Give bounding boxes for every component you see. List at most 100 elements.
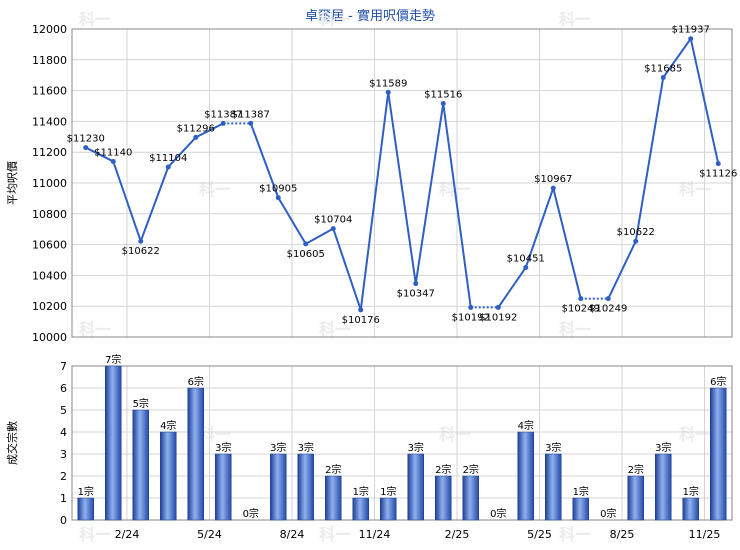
bar-label: 0宗 (600, 507, 616, 520)
point-label: $10192 (452, 312, 490, 323)
y-tick-label: 10800 (32, 208, 67, 221)
watermark-glyph: 科一 (319, 525, 351, 544)
y-tick-label: 0 (60, 514, 67, 527)
line-point (605, 296, 611, 302)
watermark-glyph: 科一 (679, 180, 711, 199)
bar-label: 1宗 (78, 485, 94, 498)
line-point (385, 89, 391, 95)
bar-label: 3宗 (655, 441, 671, 454)
bar-label: 5宗 (133, 397, 149, 410)
bar-label: 7宗 (105, 353, 121, 366)
line-point (523, 265, 529, 271)
line-segment (112, 161, 142, 242)
y-tick-label: 10400 (32, 269, 67, 282)
bar-label: 4宗 (160, 419, 176, 432)
watermark-glyph: 科一 (559, 525, 591, 544)
bar (655, 453, 672, 521)
bar (270, 453, 287, 521)
line-segment (277, 197, 307, 245)
line-segment (167, 136, 197, 168)
bar (77, 497, 94, 521)
bar-label: 1宗 (683, 485, 699, 498)
bar-label: 3宗 (298, 441, 314, 454)
bar-label: 3宗 (215, 441, 231, 454)
line-point (193, 134, 199, 140)
x-tick-label: 2/25 (445, 528, 470, 541)
y-tick-label: 11600 (32, 85, 67, 98)
line-point (165, 164, 171, 170)
point-label: $10967 (534, 174, 572, 185)
point-label: $11937 (672, 25, 710, 36)
line-point (138, 238, 144, 244)
y-tick-label: 11400 (32, 115, 67, 128)
watermark-glyph: 科一 (319, 320, 351, 339)
bar-label: 2宗 (628, 463, 644, 476)
bar-label: 2宗 (463, 463, 479, 476)
line-segment (524, 187, 555, 268)
point-label: $11296 (177, 123, 215, 134)
bar-label: 3宗 (408, 441, 424, 454)
line-point (715, 161, 721, 167)
bar (407, 453, 424, 521)
line-point (330, 226, 336, 232)
y-tick-label: 10600 (32, 239, 67, 252)
x-tick-label: 5/25 (527, 528, 552, 541)
line-point (688, 36, 694, 42)
line-segment (634, 77, 665, 242)
x-tick-label: 11/24 (359, 528, 391, 541)
line-point (578, 296, 584, 302)
bar-label: 0宗 (490, 507, 506, 520)
y-tick-label: 12000 (32, 23, 67, 36)
y-tick-label: 5 (60, 404, 67, 417)
bar (132, 409, 149, 521)
y-tick-label: 2 (60, 470, 67, 483)
bar (627, 475, 644, 521)
point-label: $10622 (617, 227, 655, 238)
bar-label: 2宗 (435, 463, 451, 476)
point-label: $10192 (479, 312, 517, 323)
line-point (220, 120, 226, 126)
point-label: $11387 (232, 109, 270, 120)
line-segment (139, 166, 170, 242)
line-point (550, 185, 556, 191)
plot-frame (71, 28, 733, 338)
line-point (248, 120, 254, 126)
y-tick-label: 10200 (32, 300, 67, 313)
line-point (633, 238, 639, 244)
y-tick-label: 11000 (32, 177, 67, 190)
line-point (303, 241, 309, 247)
point-label: $10605 (287, 249, 325, 260)
y-tick-label: 10000 (32, 331, 67, 344)
point-label: $11126 (699, 169, 737, 180)
line-segment (442, 103, 472, 308)
line-point (275, 195, 281, 201)
line-segment (607, 240, 637, 300)
point-label: $10622 (122, 246, 160, 257)
line-point (83, 145, 89, 151)
bar-label: 3宗 (270, 441, 286, 454)
watermark-glyph: 科一 (79, 320, 111, 339)
watermark-glyph: 科一 (79, 10, 111, 29)
line-segment (85, 146, 114, 163)
point-label: $11685 (644, 64, 682, 75)
watermark-glyph: 科一 (199, 425, 231, 444)
point-label: $11589 (369, 78, 407, 89)
y-axis-label: 成交宗數 (5, 421, 19, 465)
point-label: $10451 (507, 254, 545, 265)
x-tick-label: 2/24 (115, 528, 140, 541)
point-label: $10249 (562, 304, 600, 315)
plot-frame (71, 365, 733, 521)
point-label: $10347 (397, 289, 435, 300)
y-tick-label: 7 (60, 360, 67, 373)
bar (435, 475, 452, 521)
y-tick-label: 6 (60, 382, 67, 395)
point-label: $11387 (204, 109, 242, 120)
x-tick-label: 8/24 (280, 528, 305, 541)
bar (105, 365, 122, 521)
watermark-glyph: 科一 (559, 10, 591, 29)
x-tick-label: 8/25 (610, 528, 635, 541)
watermark-glyph: 科一 (79, 525, 111, 544)
bar (215, 453, 232, 521)
point-label: $10905 (259, 184, 297, 195)
